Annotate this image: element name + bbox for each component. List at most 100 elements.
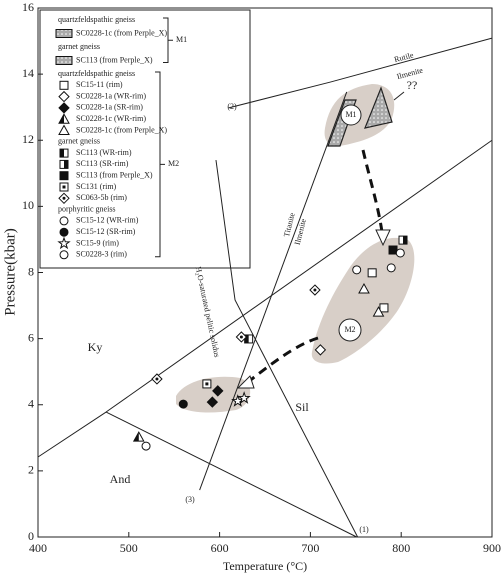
legend-label: SC063-5b (rim) — [76, 193, 127, 202]
y-tick-label: 2 — [28, 463, 34, 477]
y-tick-label: 8 — [28, 264, 34, 278]
marker-shape — [58, 102, 70, 114]
legend-heading: quartzfeldspathic gneiss — [58, 15, 135, 24]
leader — [393, 91, 405, 101]
annotation: M2 — [344, 325, 355, 334]
marker — [206, 396, 219, 408]
marker-shape — [59, 250, 69, 260]
marker-shape — [59, 171, 69, 181]
y-tick-label: 4 — [28, 397, 34, 411]
legend-stage: M2 — [168, 159, 179, 168]
marker — [57, 236, 71, 250]
legend-heading: porphyritic gneiss — [58, 204, 116, 213]
marker — [55, 56, 73, 65]
m1-circle — [340, 104, 362, 126]
marker-shape — [64, 160, 68, 169]
legend-label: SC131 (rim) — [76, 182, 117, 191]
marker — [58, 102, 70, 114]
marker — [398, 235, 408, 245]
marker-shape — [352, 265, 362, 275]
legend-label: SC0228-1a (WR-rim) — [76, 91, 146, 100]
marker-shape — [205, 382, 209, 386]
marker — [372, 306, 385, 317]
marker — [58, 124, 70, 135]
y-tick-label: 6 — [28, 330, 34, 344]
marker — [386, 263, 396, 273]
x-axis-label: Temperature (°C) — [223, 559, 307, 573]
y-tick-label: 14 — [22, 66, 34, 80]
marker-shape — [62, 196, 66, 200]
marker-shape — [386, 263, 396, 273]
y-tick-label: 12 — [22, 132, 34, 146]
x-tick-label: 800 — [392, 541, 410, 555]
reaction-line — [199, 91, 348, 491]
arrows — [247, 149, 384, 384]
reaction-line — [215, 160, 359, 538]
marker-shape — [59, 114, 64, 124]
legend-label: SC15-11 (rim) — [76, 80, 123, 89]
arrow-head — [236, 375, 255, 389]
marker-shape — [358, 283, 370, 294]
legend-label: SC15-12 (SR-rim) — [76, 227, 136, 236]
marker — [395, 248, 405, 258]
marker-shape — [367, 268, 377, 278]
marker-shape — [379, 303, 389, 313]
arrow-head — [375, 229, 391, 247]
marker-shape — [60, 149, 64, 158]
marker — [314, 344, 327, 356]
marker — [59, 227, 69, 237]
marker — [309, 284, 321, 296]
marker — [58, 113, 70, 124]
arrow — [247, 336, 319, 384]
legend-label: SC15-12 (WR-rim) — [76, 216, 139, 225]
legend-heading: garnet gneiss — [58, 137, 100, 146]
marker-shape — [372, 306, 385, 317]
x-tick-label: 700 — [301, 541, 319, 555]
marker — [151, 373, 163, 385]
reaction-line — [228, 37, 493, 109]
annotation: And — [110, 472, 131, 486]
y-tick-label: 0 — [28, 529, 34, 543]
marker-shape — [237, 391, 251, 404]
marker-shape — [212, 385, 224, 397]
annotation: (1) — [359, 525, 369, 534]
annotation: Sil — [295, 400, 309, 414]
marker-shape — [59, 227, 69, 237]
legend-heading: quartzfeldspathic gneiss — [58, 69, 135, 78]
annotation: (3) — [185, 495, 195, 504]
x-tick-label: 600 — [211, 541, 229, 555]
annotation: ?? — [407, 78, 418, 92]
m2-circle — [338, 318, 362, 342]
y-tick-label: 10 — [22, 198, 34, 212]
marker — [59, 182, 69, 192]
marker — [237, 391, 251, 404]
legend-bracket — [163, 17, 173, 63]
marker-shape — [57, 236, 71, 250]
legend-heading: garnet gneiss — [58, 42, 100, 51]
annotation: H₂O-saturated pelitic solidus — [194, 266, 222, 358]
legend-label: SC113 (SR-rim) — [76, 159, 129, 168]
marker — [58, 192, 70, 205]
marker-shape — [155, 377, 159, 381]
marker-shape — [239, 335, 243, 339]
legend-label: SC15-9 (rim) — [76, 238, 119, 247]
legend-label: SC113 (WR-rim) — [76, 148, 132, 157]
annotation: Ky — [88, 340, 103, 354]
marker-shape — [141, 441, 151, 451]
marker-shape — [59, 80, 69, 90]
marker-shape — [403, 236, 408, 245]
marker — [178, 399, 188, 409]
legend-label: SC113 (from Perple_X) — [76, 55, 153, 64]
legend-box — [39, 9, 251, 269]
marker-shape — [59, 216, 69, 226]
marker — [202, 379, 212, 389]
y-axis-label: Pressure(kbar) — [2, 228, 18, 315]
marker — [59, 250, 69, 260]
marker — [132, 431, 145, 442]
marker-shape — [313, 288, 317, 292]
reaction-line — [105, 139, 493, 413]
marker-shape — [178, 399, 188, 409]
marker — [58, 90, 70, 103]
marker-shape — [395, 248, 405, 258]
reaction-line — [105, 411, 357, 538]
